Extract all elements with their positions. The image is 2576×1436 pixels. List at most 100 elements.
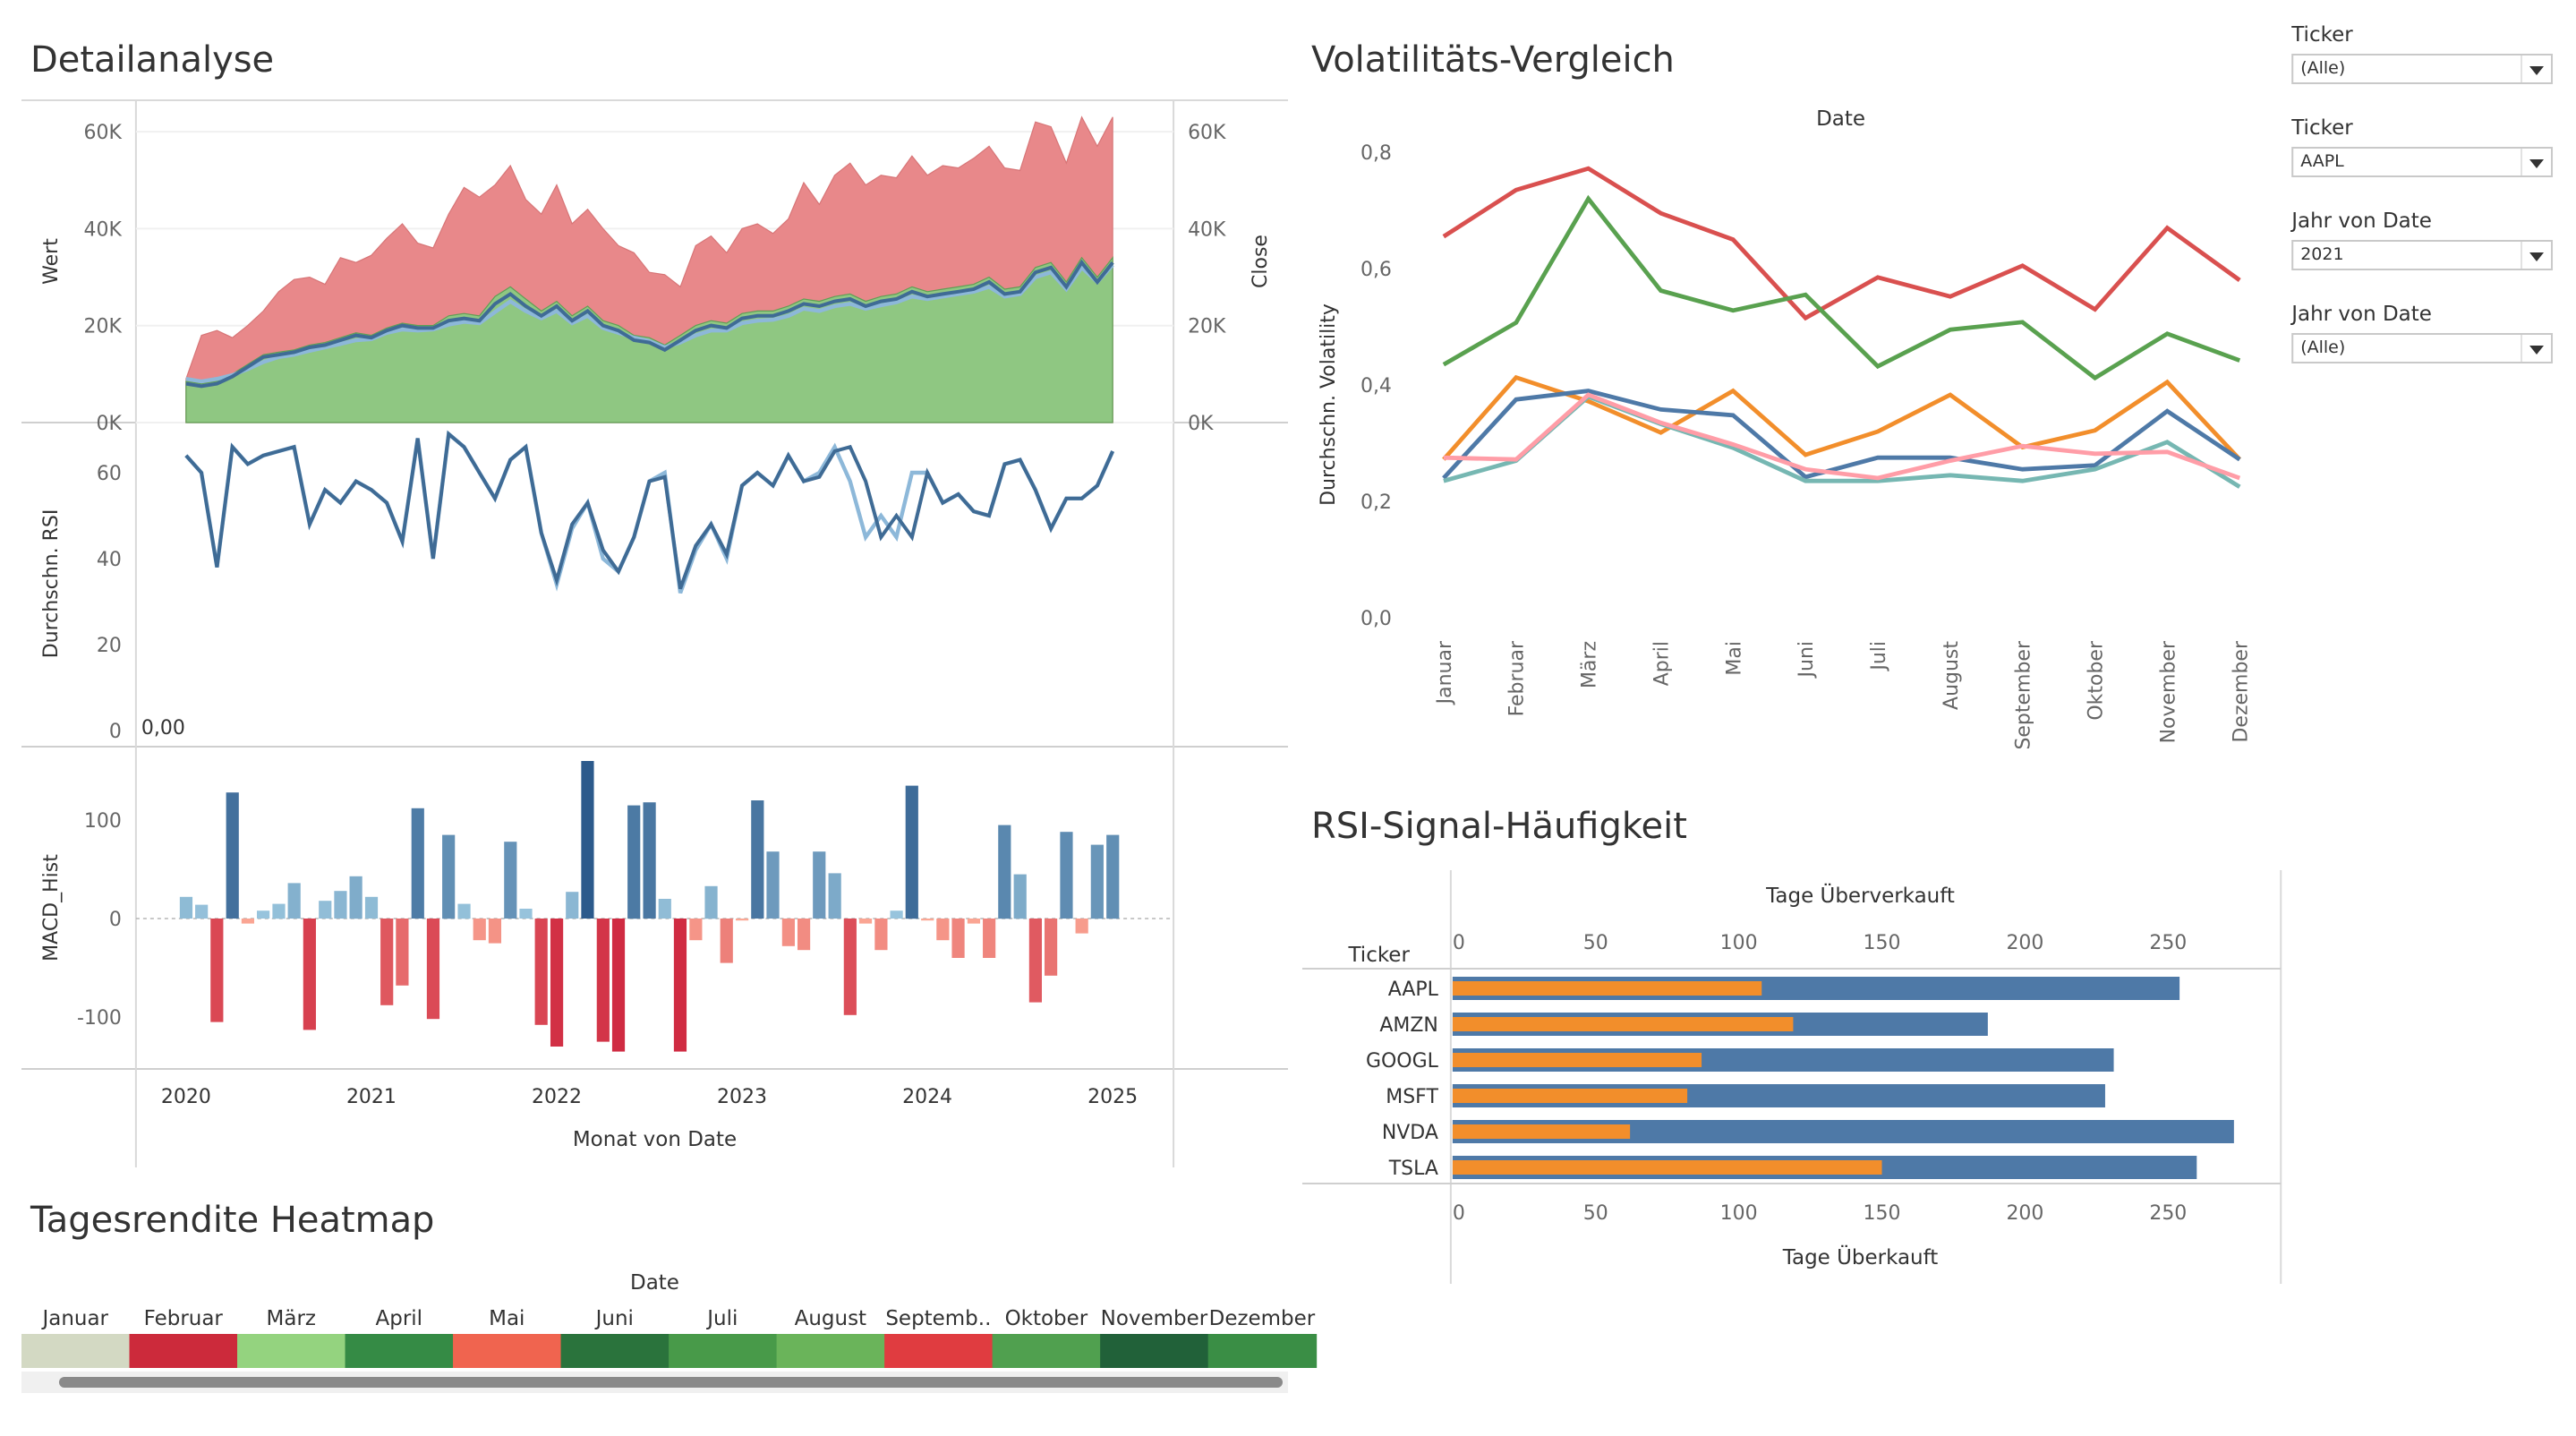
filter-ticker-1: Ticker (Alle) [2291, 14, 2554, 84]
return-heatmap: Date Januar Februar März April Mai Juni Juli Au… [21, 1271, 1318, 1393]
vol-xtick: November [2157, 640, 2179, 743]
macd-bar [364, 896, 379, 919]
macd-bar [210, 919, 224, 1022]
macd-bar [704, 885, 718, 919]
chevron-down-icon[interactable] [2521, 149, 2551, 175]
macd-bar [874, 919, 888, 951]
detail-xlabel: Monat von Date [573, 1128, 737, 1151]
detail-xtick: 2025 [1088, 1086, 1138, 1108]
vol-line-0 [1442, 166, 2241, 321]
price-ytick-right: 0K [1188, 413, 1214, 435]
macd-bar [550, 919, 564, 1047]
macd-bar [797, 919, 811, 951]
macd-bar [736, 919, 749, 921]
macd-bar [843, 919, 857, 1015]
macd-bar [951, 919, 965, 958]
filter-year-2: Jahr von Date (Alle) [2291, 294, 2554, 363]
heat-month-label: Januar [40, 1307, 108, 1330]
macd-bar [921, 919, 934, 921]
chevron-down-icon[interactable] [2521, 56, 2551, 82]
macd-bar [858, 919, 873, 924]
macd-bar [195, 904, 209, 919]
macd-bar [1090, 844, 1104, 919]
macd-bar [781, 919, 795, 946]
macd-bar [581, 761, 594, 919]
heat-month-label: Mai [489, 1307, 525, 1330]
sig-xtick-bottom: 200 [2006, 1202, 2043, 1225]
macd-ylabel: MACD_Hist [40, 854, 63, 962]
rsi-line-chart: 0 20 40 60 0,00 Durchschn. RSI [40, 430, 1115, 743]
sig-bar-oversold [1452, 1160, 1882, 1175]
chevron-down-icon[interactable] [2521, 335, 2551, 362]
sig-xtick-top: 100 [1720, 932, 1758, 954]
macd-bar [396, 919, 409, 986]
sig-bar-oversold [1452, 1017, 1794, 1031]
year-select-1[interactable]: 2021 [2291, 240, 2554, 270]
filter-label: Jahr von Date [2291, 301, 2432, 326]
macd-bar [643, 802, 656, 919]
filter-value: (Alle) [2300, 59, 2346, 79]
heat-cell [453, 1334, 562, 1368]
year-select-2[interactable]: (Alle) [2291, 333, 2554, 363]
sig-xtick-bottom: 0 [1453, 1202, 1465, 1225]
vol-xtick: Juni [1796, 641, 1818, 679]
sig-xtick-top: 150 [1864, 932, 1901, 954]
macd-bar [813, 851, 826, 919]
sig-bar-oversold [1452, 1053, 1702, 1067]
vol-line-5 [1443, 392, 2241, 481]
sig-xtick-bottom: 100 [1720, 1202, 1758, 1225]
price-ylabel-right: Close [1250, 235, 1272, 288]
macd-bar [673, 919, 687, 1052]
macd-bar [658, 899, 671, 919]
heat-cell [1100, 1334, 1209, 1368]
heat-cell [560, 1334, 670, 1368]
macd-bar [504, 842, 517, 919]
sig-xtick-top: 250 [2149, 932, 2187, 954]
volatility-line-chart: Date 0,0 0,2 0,4 0,6 0,8 Januar Februar März Ap… [1318, 107, 2252, 750]
price-ylabel: Wert [40, 238, 63, 285]
sig-categories-label: Ticker [1347, 944, 1410, 967]
filter-ticker-2: Ticker AAPL [2291, 107, 2554, 177]
vol-xtick: Dezember [2230, 640, 2252, 742]
macd-bar [179, 896, 193, 919]
sig-xtick-top: 50 [1583, 932, 1608, 954]
heatmap-title: Tagesrendite Heatmap [30, 1200, 434, 1241]
sig-xtick-bottom: 250 [2149, 1202, 2187, 1225]
macd-bar [473, 919, 486, 941]
macd-bar [1044, 919, 1058, 976]
ticker-select-2[interactable]: AAPL [2291, 147, 2554, 177]
filter-label: Ticker [2291, 21, 2353, 47]
vol-xtick: September [2013, 640, 2035, 750]
vol-xtick: August [1941, 641, 1963, 710]
heat-month-label: November [1101, 1307, 1208, 1330]
vol-ytick: 0,0 [1361, 608, 1392, 630]
macd-bar [627, 805, 641, 919]
vol-xtick: März [1579, 641, 1601, 688]
heat-xlabel: Date [630, 1271, 679, 1295]
heat-cell [21, 1334, 131, 1368]
macd-bar [766, 851, 780, 919]
vol-ytick: 0,4 [1361, 375, 1392, 397]
detail-xtick: 2021 [346, 1086, 397, 1108]
macd-bar [226, 792, 239, 919]
vol-xtick: Oktober [2086, 640, 2108, 721]
heat-scrollbar-thumb[interactable] [58, 1377, 1284, 1388]
rsi-signal-title: RSI-Signal-Häufigkeit [1311, 806, 1687, 847]
filter-value: (Alle) [2300, 338, 2346, 358]
sig-xtick-top: 200 [2006, 932, 2043, 954]
price-ytick: 60K [84, 122, 123, 144]
macd-bar [303, 919, 316, 1030]
macd-ytick: 100 [84, 810, 122, 833]
vol-line-3 [1442, 389, 2241, 480]
sig-bar-oversold [1452, 1089, 1688, 1103]
heat-month-label: Februar [144, 1307, 224, 1330]
macd-bar [1013, 874, 1027, 919]
vol-ytick: 0,8 [1361, 142, 1392, 165]
heat-month-label: Septemb.. [885, 1307, 991, 1330]
chevron-down-icon[interactable] [2521, 242, 2551, 269]
ticker-select-1[interactable]: (Alle) [2291, 54, 2554, 84]
macd-bar [349, 876, 363, 919]
price-ytick-right: 40K [1188, 218, 1226, 241]
